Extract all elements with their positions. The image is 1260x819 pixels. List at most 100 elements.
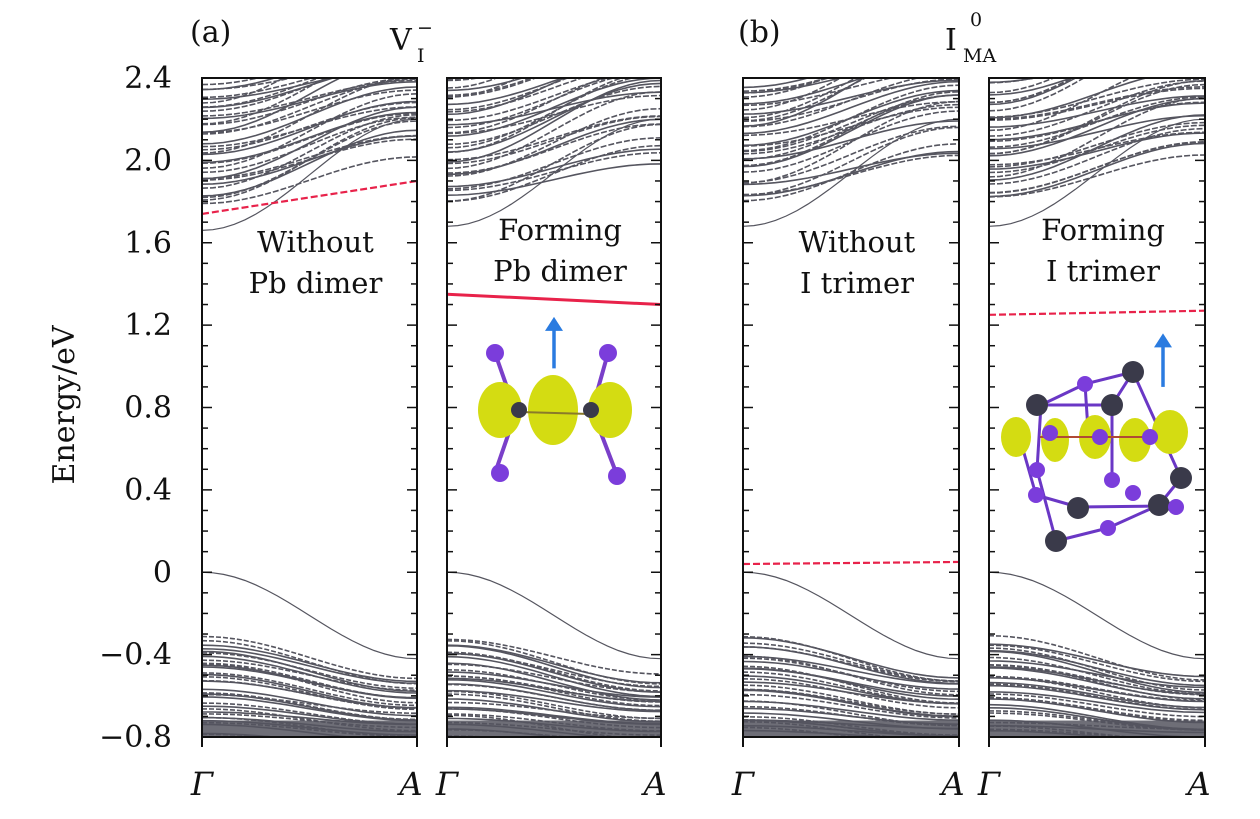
- y-tick-label: 2.4: [124, 61, 172, 96]
- bond: [1040, 382, 1086, 407]
- valence-band: [989, 691, 1205, 714]
- conduction-band: [989, 97, 1205, 178]
- valence-band: [743, 668, 959, 697]
- bands: [989, 0, 1205, 749]
- valence-band: [989, 650, 1205, 694]
- conduction-band: [743, 103, 959, 155]
- conduction-band: [989, 78, 1056, 94]
- conduction-band: [202, 81, 417, 120]
- valence-band: [743, 665, 959, 704]
- conduction-band: [447, 163, 661, 196]
- pb-atom: [1067, 497, 1089, 519]
- conduction-band: [743, 78, 830, 92]
- conduction-band: [202, 89, 417, 134]
- kpoint-label-gamma: Γ: [435, 765, 460, 803]
- valence-band: [743, 571, 959, 660]
- conduction-band: [989, 78, 1074, 104]
- conduction-band: [743, 106, 959, 147]
- i-atom: [599, 344, 617, 362]
- conduction-band: [743, 78, 828, 98]
- defect-level-line: [201, 179, 418, 216]
- valence-band: [989, 634, 1205, 681]
- valence-band: [447, 690, 661, 720]
- i-atom: [1142, 429, 1158, 445]
- dense-valence-region: [743, 720, 959, 737]
- conduction-band: [989, 23, 1205, 66]
- conduction-band: [447, 152, 661, 192]
- conduction-band: [989, 78, 1039, 84]
- panel-ticks: [742, 77, 960, 747]
- isosurface-lobe: [1152, 410, 1188, 454]
- conduction-band: [447, 78, 606, 134]
- valence-band: [447, 693, 661, 722]
- conduction-band: [989, 80, 1205, 137]
- i-atom: [1104, 472, 1120, 488]
- valence-band: [743, 705, 959, 727]
- pb-atom: [1122, 361, 1144, 383]
- arrow-head: [545, 316, 563, 331]
- valence-band: [447, 651, 661, 692]
- panel-a-tag: (a): [190, 15, 231, 50]
- defect-level-line: [446, 292, 662, 307]
- pb-atom: [511, 402, 527, 418]
- conduction-band: [743, 91, 959, 167]
- conduction-band: [202, 106, 417, 180]
- conduction-band: [202, 156, 417, 205]
- conduction-band: [989, 131, 1205, 166]
- valence-band: [989, 664, 1205, 696]
- valence-band: [202, 648, 417, 684]
- valence-band: [989, 697, 1205, 722]
- conduction-band: [447, 82, 661, 153]
- svg-text:−: −: [417, 17, 433, 39]
- isosurface-lobe: [528, 375, 578, 445]
- valence-band: [202, 696, 417, 722]
- conduction-band: [989, 102, 1205, 141]
- conduction-band: [989, 0, 1205, 58]
- i-trimer-structure: [1001, 361, 1192, 552]
- isosurface-lobe: [1041, 418, 1069, 462]
- valence-band: [989, 656, 1205, 695]
- conduction-band: [447, 148, 661, 188]
- valence-band: [202, 693, 417, 714]
- conduction-band: [743, 125, 959, 184]
- valence-band: [202, 635, 417, 680]
- valence-band: [743, 681, 959, 705]
- conduction-band: [743, 78, 922, 128]
- conduction-band: [447, 144, 661, 202]
- panel-annotation-line: I trimer: [1046, 254, 1160, 288]
- conduction-band: [989, 0, 1205, 56]
- valence-band: [989, 684, 1205, 711]
- conduction-band: [743, 152, 959, 186]
- svg-text:MA: MA: [963, 45, 996, 67]
- valence-band: [202, 663, 417, 704]
- conduction-band: [743, 78, 868, 122]
- conduction-band: [202, 134, 417, 180]
- conduction-band: [202, 15, 417, 75]
- isosurface-lobe: [588, 382, 632, 438]
- conduction-band: [989, 87, 1205, 121]
- valence-band: [989, 738, 1205, 749]
- valence-band: [989, 736, 1027, 737]
- conduction-band: [447, 123, 661, 174]
- conduction-band: [447, 0, 661, 74]
- conduction-band: [989, 78, 1008, 80]
- conduction-band: [202, 78, 278, 91]
- valence-band: [447, 662, 661, 701]
- conduction-band: [202, 111, 417, 164]
- valence-band: [202, 655, 417, 694]
- pb-atom: [1148, 494, 1170, 516]
- conduction-band: [743, 78, 831, 94]
- valence-band: [447, 701, 661, 720]
- pb-atom: [583, 402, 599, 418]
- panel-ticks: [446, 77, 662, 747]
- y-tick-label: 0.8: [124, 391, 172, 426]
- conduction-band: [989, 141, 1205, 194]
- i-atom: [491, 464, 509, 482]
- defect-level-line: [742, 560, 960, 566]
- conduction-band: [202, 78, 321, 108]
- valence-band: [743, 688, 959, 715]
- conduction-band: [202, 79, 417, 117]
- valence-band: [202, 679, 417, 710]
